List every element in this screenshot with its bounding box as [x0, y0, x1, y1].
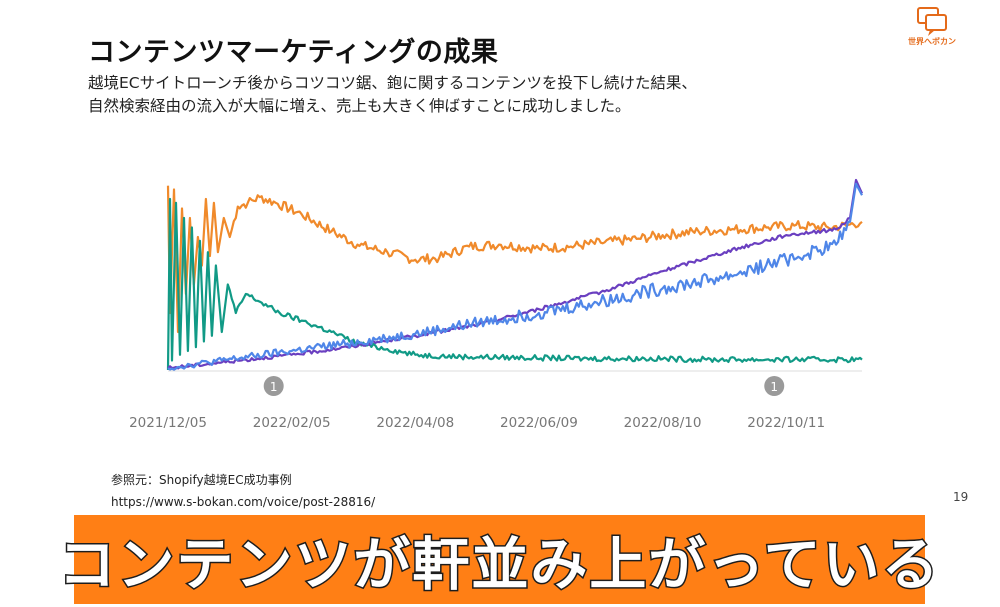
source-note: 参照元：Shopify越境EC成功事例 https://www.s-bokan.… [111, 469, 375, 513]
x-tick-label-2: 2022/02/05 [253, 415, 331, 431]
x-tick-label-6: 2022/10/11 [747, 415, 825, 431]
series-line-1 [166, 185, 863, 334]
subtitle-line-2: 自然検索経由の流入が大幅に増え、売上も大きく伸ばすことに成功しました。 [88, 97, 631, 115]
x-tick-label-4: 2022/06/09 [500, 415, 578, 431]
logo-text: 世界へボカン [908, 37, 956, 46]
source-url[interactable]: https://www.s-bokan.com/voice/post-28816… [111, 495, 376, 509]
series-line-2 [166, 197, 863, 371]
series-line-3 [167, 178, 864, 370]
x-tick-label-3: 2022/04/08 [376, 415, 454, 431]
logo-icon [904, 6, 960, 54]
caption-banner: コンテンツが軒並み上がっている [57, 515, 941, 604]
annotation-marker-1[interactable] [263, 376, 284, 396]
slide-subtitle: 越境ECサイトローンチ後からコツコツ鋸、鉋に関するコンテンツを投下し続けた結果、… [88, 72, 888, 118]
x-tick-label-1: 2021/12/05 [129, 415, 207, 431]
annotation-label-2: 1 [770, 380, 778, 394]
annotation-marker-2[interactable] [764, 376, 785, 396]
annotation-label-1: 1 [270, 380, 278, 394]
subtitle-line-1: 越境ECサイトローンチ後からコツコツ鋸、鉋に関するコンテンツを投下し続けた結果、 [88, 74, 697, 92]
source-label: 参照元：Shopify越境EC成功事例 [111, 473, 292, 487]
banner-text: コンテンツが軒並み上がっている [57, 530, 941, 599]
x-tick-label-5: 2022/08/10 [624, 415, 702, 431]
slide-title: コンテンツマーケティングの成果 [88, 37, 499, 68]
series-line-4 [167, 182, 863, 371]
page-number: 19 [953, 490, 969, 504]
